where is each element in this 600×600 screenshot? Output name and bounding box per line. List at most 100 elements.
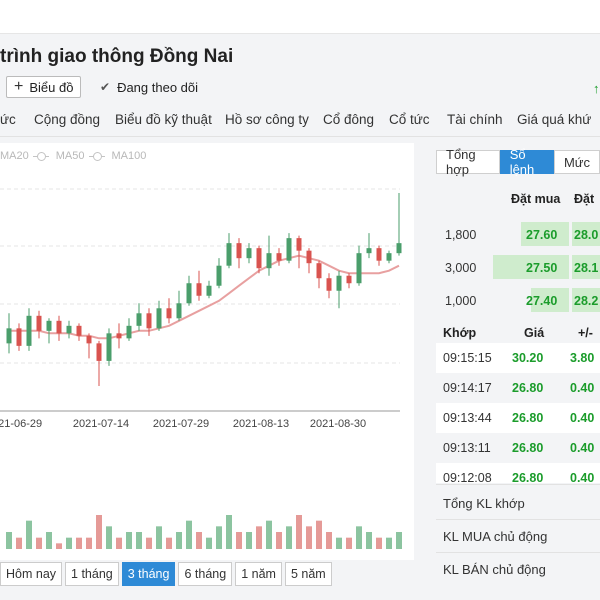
candle-body bbox=[156, 308, 162, 329]
orderbook-row: 1,800 27.60 28.0 bbox=[436, 219, 600, 249]
volume-bar bbox=[336, 537, 342, 549]
range-3m-button[interactable]: 3 tháng bbox=[121, 562, 176, 586]
candle-body bbox=[186, 283, 192, 304]
candle-body bbox=[86, 335, 92, 344]
volume-bar bbox=[186, 520, 192, 549]
ask-price[interactable]: 28.1 bbox=[574, 261, 599, 275]
bid-price[interactable]: 27.60 bbox=[526, 228, 558, 242]
volume-bar bbox=[116, 537, 122, 549]
tab-technical-chart[interactable]: Biểu đồ kỹ thuật bbox=[115, 112, 212, 127]
ask-cell bbox=[572, 255, 600, 279]
volume-bar bbox=[126, 532, 132, 549]
legend-ma50[interactable]: MA50 bbox=[55, 150, 85, 162]
legend-ma100[interactable]: MA100 bbox=[111, 150, 147, 162]
candle-body bbox=[126, 325, 132, 339]
tab-summary[interactable]: Tổng hợp bbox=[436, 147, 500, 177]
trade-time: 09:15:15 bbox=[443, 351, 492, 365]
trade-price-header: Giá bbox=[524, 326, 545, 340]
chart-button[interactable]: + Biểu đồ bbox=[6, 76, 82, 98]
tab-price-history[interactable]: Giá quá khứ bbox=[517, 112, 592, 127]
tab-shareholders[interactable]: Cổ đông bbox=[323, 112, 375, 127]
chart-area[interactable] bbox=[0, 143, 414, 560]
bid-volume: 1,000 bbox=[445, 294, 477, 308]
bid-cell bbox=[493, 255, 569, 279]
x-tick-label: 2021-06-29 bbox=[0, 418, 42, 430]
trade-row: 09:12:08 26.80 0.40 bbox=[436, 463, 600, 483]
trade-change: 0.40 bbox=[570, 441, 595, 455]
range-today-button[interactable]: Hôm nay bbox=[0, 562, 63, 586]
candle-body bbox=[376, 248, 382, 261]
volume-bar bbox=[66, 537, 72, 549]
page-title: trình giao thông Đồng Nai bbox=[0, 46, 234, 67]
trade-time: 09:13:44 bbox=[443, 411, 492, 425]
nav-tabs: ức Cộng đồng Biểu đồ kỹ thuật Hồ sơ công… bbox=[0, 103, 600, 137]
candle-body bbox=[46, 320, 52, 331]
candle-body bbox=[56, 320, 62, 334]
ask-cell bbox=[572, 222, 600, 246]
range-1y-button[interactable]: 1 năm bbox=[235, 562, 282, 586]
price-change-edge: ↑ bbox=[593, 81, 600, 96]
candle-body bbox=[216, 265, 222, 286]
volume-bar bbox=[206, 537, 212, 549]
volume-bar bbox=[196, 532, 202, 549]
trade-change: 3.80 bbox=[570, 351, 595, 365]
candle-body bbox=[356, 253, 362, 284]
volume-bar bbox=[16, 537, 22, 549]
tab-company-profile[interactable]: Hồ sơ công ty bbox=[225, 112, 309, 127]
tab-price-levels[interactable]: Mức bbox=[553, 150, 600, 174]
tab-community[interactable]: Cộng đồng bbox=[34, 112, 101, 127]
volume-bar bbox=[166, 537, 172, 549]
trade-time: 09:14:17 bbox=[443, 381, 492, 395]
volume-bar bbox=[136, 532, 142, 549]
volume-bar bbox=[246, 532, 252, 549]
candle-body bbox=[276, 253, 282, 261]
candle-body bbox=[196, 283, 202, 296]
volume-bar bbox=[376, 537, 382, 549]
volume-bar bbox=[356, 526, 362, 549]
orderbook-row: 3,000 27.50 28.1 bbox=[436, 252, 600, 282]
order-panel: Tổng hợp Sổ lệnh Mức Đặt mua Đặt 1,800 2… bbox=[436, 147, 600, 600]
legend-ma20[interactable]: MA20 bbox=[0, 150, 29, 162]
order-panel-tabs: Tổng hợp Sổ lệnh Mức bbox=[436, 147, 600, 177]
x-tick-label: 2021-07-14 bbox=[73, 418, 129, 430]
candle-body bbox=[346, 275, 352, 284]
trade-change: 0.40 bbox=[570, 471, 595, 483]
tab-overview[interactable]: ức bbox=[0, 112, 16, 127]
volume-bar bbox=[256, 526, 262, 549]
tab-financials[interactable]: Tài chính bbox=[447, 112, 503, 127]
tab-dividends[interactable]: Cổ tức bbox=[389, 112, 430, 127]
volume-bar bbox=[6, 532, 12, 549]
volume-bar bbox=[236, 532, 242, 549]
volume-bar bbox=[76, 537, 82, 549]
ask-cell bbox=[572, 288, 600, 312]
bid-price[interactable]: 27.50 bbox=[526, 261, 558, 275]
ask-price[interactable]: 28.2 bbox=[574, 294, 599, 308]
candle-body bbox=[26, 315, 32, 346]
volume-bar bbox=[266, 520, 272, 549]
candle-body bbox=[76, 325, 82, 336]
active-buy-volume-label: KL MUA chủ động bbox=[443, 529, 548, 544]
tab-order-book[interactable]: Sổ lệnh bbox=[499, 147, 554, 177]
candle-body bbox=[286, 238, 292, 261]
top-bar bbox=[0, 0, 600, 34]
range-6m-button[interactable]: 6 tháng bbox=[178, 562, 233, 586]
candlestick-chart[interactable]: 2021-06-29 2021-07-14 2021-07-29 2021-08-13… bbox=[0, 143, 414, 560]
range-1m-button[interactable]: 1 tháng bbox=[65, 562, 119, 586]
bid-price[interactable]: 27.40 bbox=[526, 294, 558, 308]
range-5y-button[interactable]: 5 năm bbox=[284, 562, 332, 586]
x-tick-label: 2021-07-29 bbox=[153, 418, 209, 430]
candle-body bbox=[236, 243, 242, 259]
follow-toggle[interactable]: ✔ Đang theo dõi bbox=[100, 77, 198, 97]
volume-bar bbox=[296, 515, 302, 549]
candle-body bbox=[146, 313, 152, 329]
volume-bar bbox=[56, 543, 62, 549]
volume-bar bbox=[146, 537, 152, 549]
trade-price: 26.80 bbox=[512, 441, 544, 455]
volume-bar bbox=[86, 537, 92, 549]
candle-body bbox=[136, 313, 142, 326]
x-tick-label: 2021-08-30 bbox=[310, 418, 366, 430]
trade-price: 30.20 bbox=[512, 351, 544, 365]
legend-marker-icon bbox=[32, 152, 49, 161]
ask-price[interactable]: 28.0 bbox=[574, 228, 599, 242]
volume-bar bbox=[386, 537, 392, 549]
